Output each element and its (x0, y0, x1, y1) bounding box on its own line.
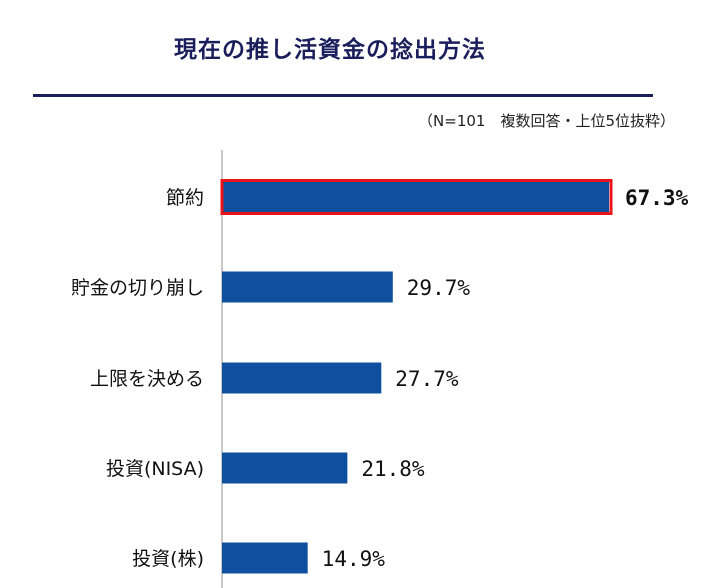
category-label: 上限を決める (90, 368, 204, 390)
bar (222, 452, 348, 484)
bar (222, 181, 609, 213)
bar (222, 271, 393, 303)
value-label: 67.3% (625, 186, 689, 210)
chart-title: 現在の推し活資金の捻出方法 (174, 37, 486, 63)
category-label: 貯金の切り崩し (71, 277, 204, 299)
value-label: 29.7% (407, 276, 471, 300)
value-label: 21.8% (361, 457, 425, 481)
category-label: 節約 (166, 187, 204, 209)
title-underline (33, 94, 653, 97)
category-label: 投資(NISA) (106, 458, 204, 480)
bar (222, 362, 382, 394)
chart-note: （N=101 複数回答・上位5位抜粋） (418, 112, 675, 130)
bar (222, 542, 308, 574)
value-label: 27.7% (395, 367, 459, 391)
value-label: 14.9% (322, 547, 386, 571)
category-label: 投資(株) (132, 548, 204, 570)
bar-highlight-border (220, 179, 613, 215)
